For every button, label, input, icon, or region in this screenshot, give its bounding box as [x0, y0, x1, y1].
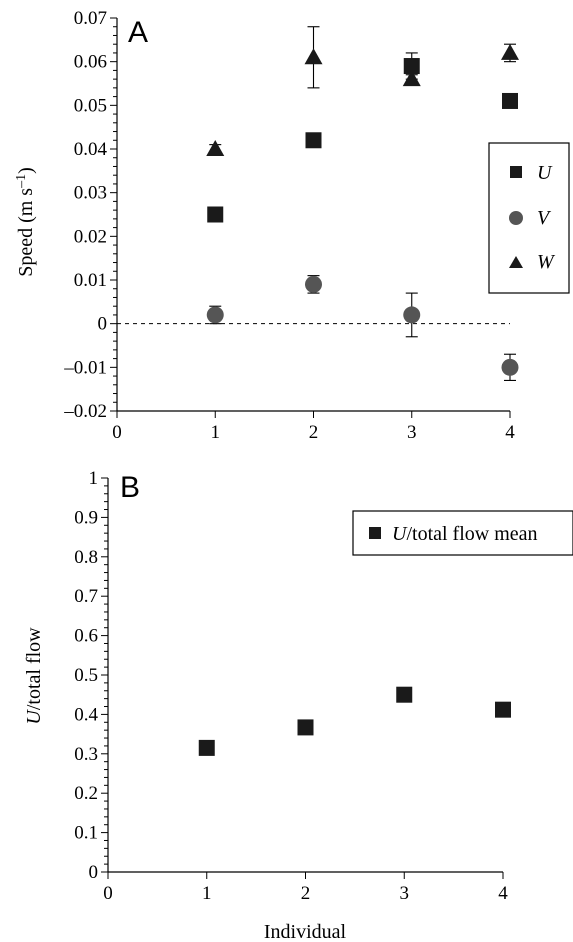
panel-b-point-series0	[297, 719, 314, 736]
panel-a-point-u	[305, 132, 322, 149]
panel-a-point-w	[501, 43, 519, 60]
panel-b-x-tick-label: 0	[103, 883, 113, 904]
panel-a-y-tick-label: 0.03	[74, 183, 107, 204]
panel-a-y-tick-label: 0.04	[74, 139, 108, 160]
panel-b: B 0 0.1 0.2 0.3 0.4 0.5 0.6 0.7 0.8 0.9 1 0 1 2 3 4 U/t…	[23, 468, 573, 942]
panel-a-point-v	[305, 275, 322, 293]
panel-b-y-tick-label: 0.6	[74, 626, 98, 647]
panel-b-label: B	[120, 471, 140, 504]
panel-a-x-tick-label: 0	[112, 422, 122, 443]
panel-b-point-series0	[198, 739, 215, 756]
panel-b-x-tick-label: 1	[202, 883, 212, 904]
panel-b-y-tick-label: 0.1	[74, 823, 98, 844]
panel-b-y-tick-label: 1	[89, 468, 99, 489]
legend-w-label: W	[537, 251, 556, 273]
panel-a-x-tick-label: 3	[407, 422, 417, 443]
panel-a-ylabel-close: )	[15, 167, 37, 174]
panel-a-x-tick-label: 1	[211, 422, 221, 443]
panel-b-y-tick-label: 0.4	[74, 704, 98, 725]
panel-b-axes: 0 0.1 0.2 0.3 0.4 0.5 0.6 0.7 0.8 0.9 1 0 1 2 3 4	[74, 468, 508, 904]
panel-a-point-v	[501, 358, 519, 376]
panel-a-ylabel-main: Speed (m s	[15, 188, 37, 277]
panel-a-axes: –0.02 –0.01 0 0.01 0.02 0.03 0.04 0.05 0.06 0.07 0…	[63, 8, 515, 443]
panel-a-point-w	[206, 140, 225, 156]
panel-a-legend-box	[488, 142, 570, 294]
panel-b-y-tick-label: 0.3	[74, 744, 98, 765]
panel-a-point-u	[403, 58, 420, 75]
panel-b-point-series0	[396, 686, 413, 703]
panel-a-ylabel-sup: –1	[14, 174, 29, 189]
panel-b-x-tick-label: 2	[301, 883, 311, 904]
panel-b-y-tick-label: 0	[89, 862, 99, 883]
panel-a-y-tick-label: 0.07	[74, 8, 107, 29]
panel-a-y-tick-label: 0.02	[74, 226, 107, 247]
legend-v-label: V	[537, 207, 552, 229]
panel-a-point-v	[403, 306, 421, 324]
panel-b-legend: U/total flow mean	[352, 510, 573, 556]
panel-a-y-tick-label: –0.01	[63, 357, 107, 378]
legend-triangle-marker	[509, 256, 523, 268]
panel-a-point-v	[206, 306, 224, 324]
panel-a-point-w	[402, 70, 421, 87]
panel-b-y-tick-label: 0.8	[74, 547, 98, 568]
panel-a-y-tick-label: 0.06	[74, 52, 107, 73]
panel-a-legend: U V W	[488, 142, 570, 294]
panel-a-x-tick-label: 2	[309, 422, 319, 443]
legend-circle-marker	[509, 211, 523, 225]
panel-a-point-u	[207, 206, 224, 223]
panel-a-y-tick-label: 0	[98, 314, 108, 335]
panel-a-point-u	[502, 92, 518, 109]
panel-b-xlabel: Individual	[264, 921, 347, 942]
panel-a-y-tick-label: 0.05	[74, 95, 107, 116]
panel-b-legend-box	[352, 510, 573, 556]
panel-a-point-w	[304, 48, 323, 65]
panel-b-y-tick-label: 0.7	[74, 586, 98, 607]
panel-b-x-tick-label: 4	[498, 883, 508, 904]
panel-b-x-tick-label: 3	[400, 883, 410, 904]
panel-a-x-tick-label: 4	[505, 422, 515, 443]
panel-a-ylabel: Speed (m s–1)	[14, 167, 37, 277]
panel-a-marks	[206, 26, 519, 381]
panel-b-marks	[198, 686, 511, 756]
panel-a: A –0.02 –0.01 0 0.01 0.02 0.03 0.04 0.05 0.06 0.0…	[14, 8, 570, 443]
legend-b-label-rest: /total flow mean	[406, 523, 537, 545]
legend-u-label: U	[537, 162, 553, 184]
panel-a-label: A	[128, 16, 148, 49]
panel-b-ylabel: U/total flow	[23, 627, 45, 725]
legend-square-marker	[510, 166, 522, 178]
panel-a-y-tick-label: –0.02	[63, 401, 107, 422]
legend-b-label-italic: U	[392, 523, 408, 545]
panel-b-y-tick-label: 0.2	[74, 783, 98, 804]
legend-b-label: U/total flow mean	[392, 523, 538, 545]
panel-b-point-series0	[495, 701, 511, 718]
panel-b-ylabel-italic: U	[23, 709, 45, 725]
panel-b-y-tick-label: 0.9	[74, 507, 98, 528]
legend-square-marker	[369, 527, 381, 539]
panel-b-y-tick-label: 0.5	[74, 665, 98, 686]
panel-b-ylabel-rest: /total flow	[23, 627, 45, 710]
panel-a-y-tick-label: 0.01	[74, 270, 107, 291]
